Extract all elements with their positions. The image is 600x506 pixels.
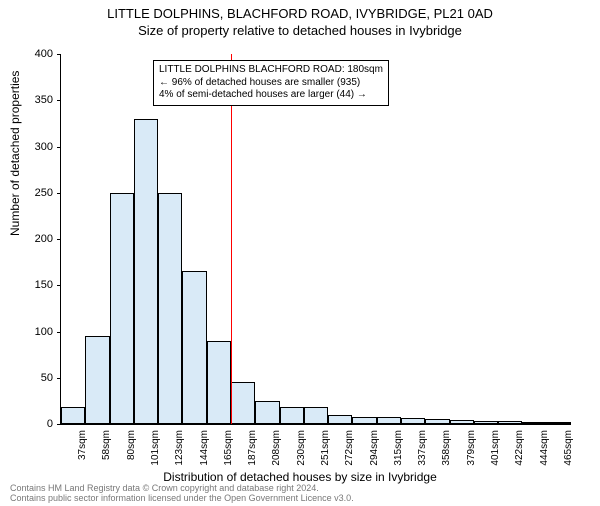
histogram-bar bbox=[352, 417, 376, 424]
annot-line1: LITTLE DOLPHINS BLACHFORD ROAD: 180sqm bbox=[159, 64, 383, 77]
histogram-bar bbox=[255, 401, 279, 424]
footer-attribution: Contains HM Land Registry data © Crown c… bbox=[10, 484, 354, 504]
x-axis-label: Distribution of detached houses by size … bbox=[0, 470, 600, 484]
histogram-bar bbox=[425, 419, 449, 424]
histogram-bar bbox=[61, 407, 85, 424]
histogram-bar bbox=[498, 421, 522, 424]
xtick-label: 123sqm bbox=[174, 430, 185, 466]
xtick-label: 187sqm bbox=[247, 430, 258, 466]
histogram-bar bbox=[377, 417, 401, 424]
ytick-label: 150 bbox=[23, 279, 53, 291]
xtick-label: 251sqm bbox=[320, 430, 331, 466]
xtick-label: 230sqm bbox=[296, 430, 307, 466]
histogram-bar bbox=[280, 407, 304, 424]
xtick-label: 37sqm bbox=[77, 430, 88, 460]
histogram-bar bbox=[304, 407, 328, 424]
histogram-bar bbox=[182, 271, 206, 424]
footer-line2: Contains public sector information licen… bbox=[10, 494, 354, 504]
xtick-label: 165sqm bbox=[223, 430, 234, 466]
histogram-bar bbox=[85, 336, 109, 424]
xtick-label: 101sqm bbox=[150, 430, 161, 466]
xtick-label: 379sqm bbox=[466, 430, 477, 466]
ytick-label: 200 bbox=[23, 233, 53, 245]
xtick-label: 337sqm bbox=[417, 430, 428, 466]
ytick-label: 100 bbox=[23, 326, 53, 338]
reference-line bbox=[231, 54, 232, 424]
histogram-bar bbox=[547, 422, 571, 424]
xtick-label: 272sqm bbox=[344, 430, 355, 466]
xtick-label: 80sqm bbox=[126, 430, 137, 460]
histogram-bar bbox=[207, 341, 231, 424]
plot-region: 05010015020025030035040037sqm58sqm80sqm1… bbox=[60, 54, 571, 425]
chart-area: 05010015020025030035040037sqm58sqm80sqm1… bbox=[60, 54, 570, 424]
annot-line2: ← 96% of detached houses are smaller (93… bbox=[159, 77, 383, 90]
xtick-label: 465sqm bbox=[563, 430, 574, 466]
title-sub: Size of property relative to detached ho… bbox=[0, 23, 600, 38]
ytick-label: 350 bbox=[23, 94, 53, 106]
histogram-bar bbox=[474, 421, 498, 424]
xtick-label: 315sqm bbox=[393, 430, 404, 466]
y-axis-label: Number of detached properties bbox=[8, 71, 22, 236]
histogram-bar bbox=[231, 382, 255, 424]
ytick-label: 400 bbox=[23, 48, 53, 60]
histogram-bar bbox=[522, 422, 546, 424]
histogram-bar bbox=[450, 420, 474, 424]
xtick-label: 294sqm bbox=[369, 430, 380, 466]
xtick-label: 444sqm bbox=[539, 430, 550, 466]
xtick-label: 358sqm bbox=[441, 430, 452, 466]
annot-line3: 4% of semi-detached houses are larger (4… bbox=[159, 89, 383, 102]
xtick-label: 208sqm bbox=[271, 430, 282, 466]
histogram-bar bbox=[134, 119, 158, 424]
ytick-label: 300 bbox=[23, 141, 53, 153]
ytick-label: 250 bbox=[23, 187, 53, 199]
histogram-bar bbox=[328, 415, 352, 424]
ytick-label: 50 bbox=[23, 372, 53, 384]
xtick-label: 401sqm bbox=[490, 430, 501, 466]
title-main: LITTLE DOLPHINS, BLACHFORD ROAD, IVYBRID… bbox=[0, 6, 600, 21]
annotation-box: LITTLE DOLPHINS BLACHFORD ROAD: 180sqm← … bbox=[153, 60, 389, 106]
histogram-bar bbox=[110, 193, 134, 424]
histogram-bar bbox=[158, 193, 182, 424]
xtick-label: 144sqm bbox=[199, 430, 210, 466]
xtick-label: 58sqm bbox=[101, 430, 112, 460]
histogram-bar bbox=[401, 418, 425, 424]
xtick-label: 422sqm bbox=[514, 430, 525, 466]
ytick-label: 0 bbox=[23, 418, 53, 430]
